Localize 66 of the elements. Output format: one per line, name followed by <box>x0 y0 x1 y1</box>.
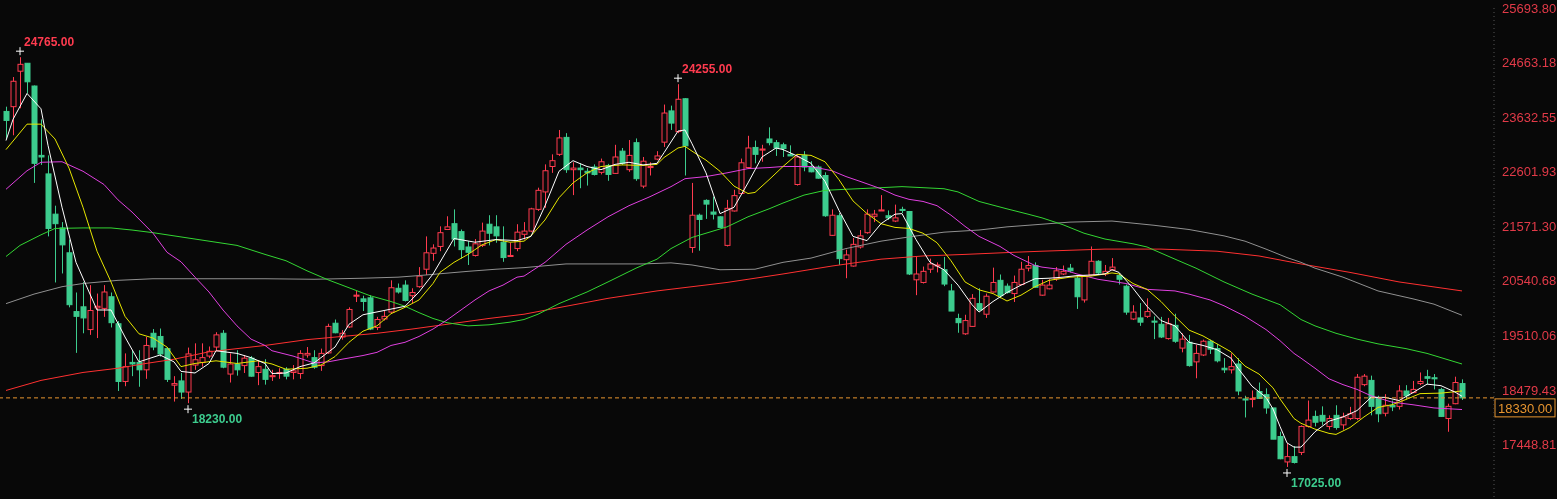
candlestick <box>1228 352 1235 375</box>
candlestick <box>955 313 962 334</box>
candlestick <box>1144 297 1151 319</box>
candlestick <box>416 266 423 289</box>
candlestick <box>983 293 990 319</box>
y-tick-label: 18479.43 <box>1502 382 1557 398</box>
y-tick-label: 24663.18 <box>1502 55 1557 71</box>
candlestick <box>1074 274 1081 310</box>
y-tick-label: 22601.93 <box>1502 164 1557 180</box>
candlestick <box>1382 393 1389 417</box>
candlestick <box>213 331 220 351</box>
annotation: 18230.00 <box>192 412 243 427</box>
candlestick <box>255 360 262 386</box>
candlestick <box>262 358 269 386</box>
candlestick <box>696 213 703 252</box>
line-series <box>5 248 1463 391</box>
candlestick <box>1151 315 1158 340</box>
candlestick <box>577 162 584 189</box>
candlestick <box>829 208 836 237</box>
candlestick <box>178 372 185 400</box>
candlestick <box>171 375 178 403</box>
candlestick <box>1445 403 1452 433</box>
y-tick-label: 19510.06 <box>1502 328 1557 344</box>
y-tick-label: 25693.80 <box>1502 0 1557 16</box>
ref-line-label: 18330.00 <box>1498 400 1553 416</box>
candlestick <box>1088 245 1095 277</box>
candlestick <box>1179 332 1186 353</box>
candlestick <box>1172 313 1179 344</box>
candlestick <box>24 62 31 94</box>
candlestick <box>668 105 675 131</box>
candlestick <box>710 196 717 220</box>
candlestick <box>122 352 129 387</box>
candlestick <box>1165 317 1172 341</box>
candlestick <box>59 221 66 274</box>
candlestick <box>3 106 10 140</box>
line-series <box>5 186 1463 365</box>
candlestick <box>990 267 997 294</box>
candlestick <box>941 256 948 287</box>
candlestick <box>570 161 577 196</box>
candlestick <box>87 284 94 336</box>
annotation: 24255.00 <box>682 62 733 77</box>
candlestick <box>1333 404 1340 431</box>
candlestick <box>17 56 24 109</box>
candlestick <box>976 287 983 312</box>
y-tick-label: 21571.30 <box>1502 218 1557 234</box>
candlestick <box>1137 302 1144 327</box>
candlestick <box>227 352 234 384</box>
y-tick-label: 20540.68 <box>1502 273 1557 289</box>
candlestick <box>437 225 444 252</box>
candlestick <box>752 140 759 164</box>
line-series <box>5 220 1463 316</box>
candlestick <box>346 306 353 329</box>
candlestick <box>549 153 556 174</box>
candlestick <box>948 283 955 312</box>
candlestick <box>556 129 563 157</box>
y-tick-label: 17448.81 <box>1502 437 1557 453</box>
annotation: 17025.00 <box>1291 475 1342 490</box>
candlestick <box>500 225 507 263</box>
candlestick <box>234 349 241 377</box>
candlestick <box>1284 442 1291 468</box>
annotation: 24765.00 <box>24 35 75 50</box>
candlestick <box>1081 274 1088 304</box>
candlestick <box>703 198 710 220</box>
y-tick-label: 23632.55 <box>1502 109 1557 125</box>
candlestick <box>1186 334 1193 368</box>
candlestick <box>1242 395 1249 418</box>
